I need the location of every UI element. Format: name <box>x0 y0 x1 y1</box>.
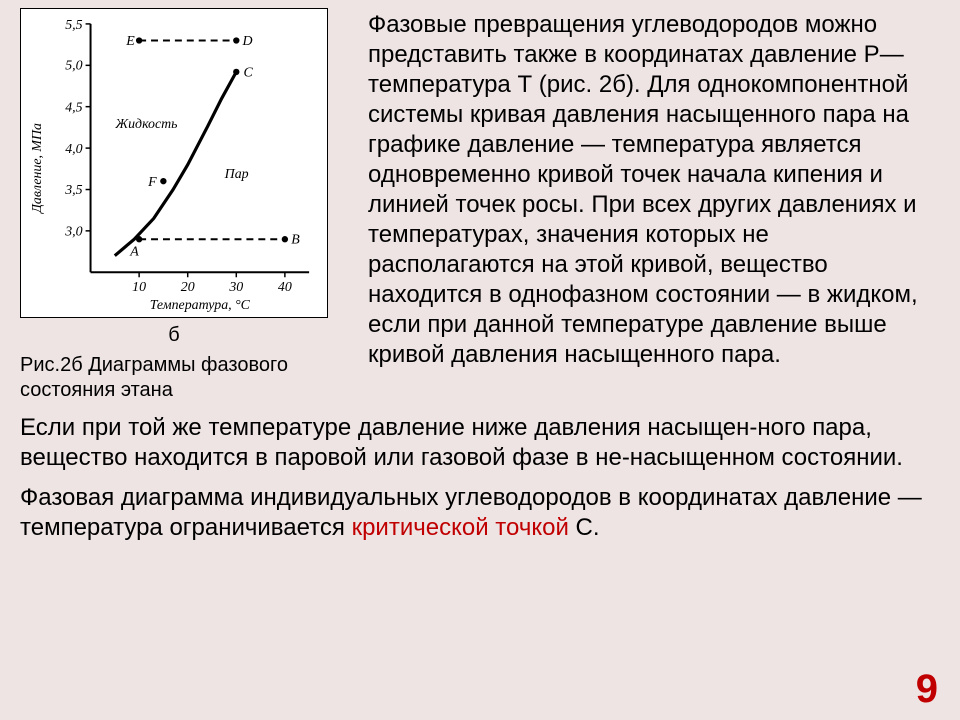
svg-text:4,0: 4,0 <box>65 142 82 157</box>
svg-text:5,0: 5,0 <box>65 59 82 74</box>
svg-text:30: 30 <box>228 280 243 295</box>
phase-diagram-chart: 3,0 3,5 4,0 4,5 5,0 5,5 <box>20 8 328 318</box>
svg-text:20: 20 <box>181 280 195 295</box>
svg-text:F: F <box>147 175 157 190</box>
region-vapor-label: Пар <box>224 167 249 182</box>
x-axis-label: Температура, °С <box>150 298 251 313</box>
paragraph-2: Если при той же температуре давление ниж… <box>20 413 940 473</box>
svg-text:D: D <box>242 34 253 49</box>
critical-point-term: критической точкой <box>352 514 569 541</box>
paragraph-1: Фазовые превращения углеводородов можно … <box>368 8 940 403</box>
figure-column: 3,0 3,5 4,0 4,5 5,0 5,5 <box>20 8 350 403</box>
svg-text:40: 40 <box>278 280 292 295</box>
svg-text:4,5: 4,5 <box>65 100 82 115</box>
svg-text:В: В <box>291 232 300 247</box>
svg-text:А: А <box>129 244 139 259</box>
svg-text:E: E <box>125 34 135 49</box>
chart-svg: 3,0 3,5 4,0 4,5 5,0 5,5 <box>21 9 327 317</box>
paragraph-3: Фазовая диаграмма индивидуальных углевод… <box>20 483 940 543</box>
svg-text:5,5: 5,5 <box>65 18 82 33</box>
svg-text:3,0: 3,0 <box>64 225 82 240</box>
svg-text:10: 10 <box>132 280 146 295</box>
svg-text:C: C <box>244 66 254 81</box>
figure-sublabel: б <box>20 324 328 347</box>
figure-caption: Рис.2б Диаграммы фазового состояния этан… <box>20 353 350 403</box>
para3-post: С. <box>569 514 600 541</box>
svg-text:3,5: 3,5 <box>64 183 82 198</box>
region-liquid-label: Жидкость <box>114 117 177 132</box>
y-axis-label: Давление, МПа <box>30 123 45 215</box>
page-number: 9 <box>916 667 938 712</box>
